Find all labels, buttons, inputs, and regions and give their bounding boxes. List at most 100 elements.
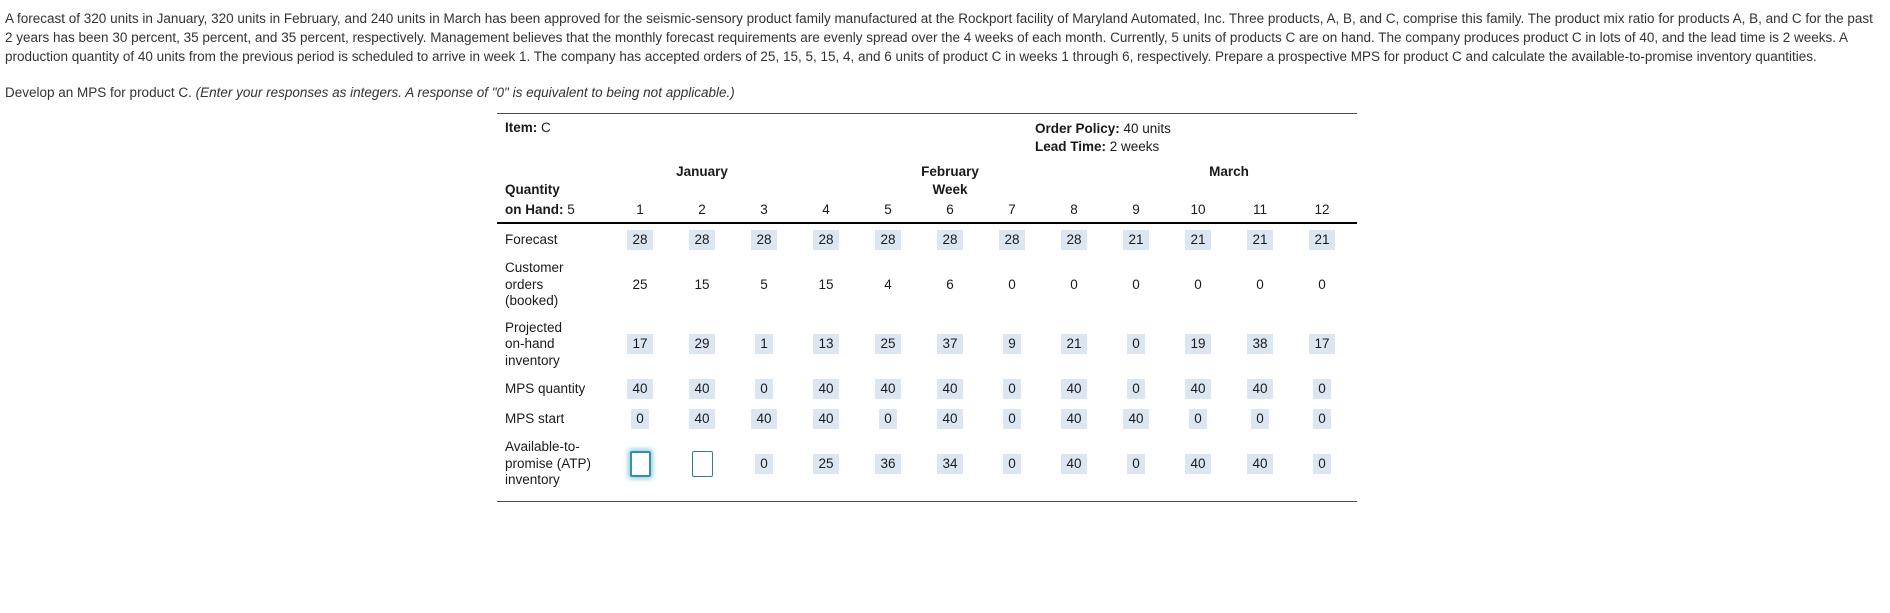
instruction-text: Develop an MPS for product C.	[5, 85, 196, 100]
row-forecast: Forecast 28 28 28 28 28 28 28 28 21 21 21 21	[497, 224, 1357, 254]
cell: 28	[981, 230, 1043, 250]
mps-start-week-2: 40	[689, 409, 715, 429]
cell: 21	[1291, 230, 1353, 250]
cell: 25	[795, 453, 857, 474]
cell: 28	[857, 230, 919, 250]
projected-on-hand-inventory-week-12: 17	[1309, 334, 1335, 355]
cell: 0	[1167, 409, 1229, 429]
cell: 28	[609, 230, 671, 250]
projected-on-hand-inventory-week-7: 9	[1003, 334, 1021, 355]
cell: 17	[1291, 334, 1353, 355]
cell: 21	[1229, 230, 1291, 250]
cell: 0	[1229, 409, 1291, 429]
atp-inventory-week-9: 0	[1127, 453, 1145, 474]
mps-grid-body: Forecast 28 28 28 28 28 28 28 28 21 21 21 21 Customer…	[497, 224, 1357, 502]
cell: 40	[1167, 379, 1229, 399]
table-header-row: Item: C Order Policy: 40 units Lead Time…	[497, 114, 1357, 164]
cell: 40	[1229, 379, 1291, 399]
mps-quantity-week-4: 40	[813, 379, 839, 399]
cell: 40	[857, 379, 919, 399]
cell: 0	[1105, 275, 1167, 295]
forecast-week-4: 28	[813, 230, 839, 250]
atp-inventory-week-3: 0	[755, 453, 773, 474]
mps-start-week-1: 0	[631, 409, 649, 429]
mps-quantity-week-11: 40	[1247, 379, 1273, 399]
forecast-label: Forecast	[505, 231, 558, 247]
projected-on-hand-inventory-label: Projected on-hand inventory	[505, 319, 563, 368]
cell: 0	[1105, 453, 1167, 474]
cell: 0	[1291, 275, 1353, 295]
atp-inventory-week-10: 40	[1185, 453, 1211, 474]
cell: 0	[1291, 409, 1353, 429]
cell: 28	[733, 230, 795, 250]
cell: 40	[919, 409, 981, 429]
row-atp-inventory: Available-to-promise (ATP) inventory 0 25 36…	[497, 433, 1357, 493]
atp-inventory-week-12: 0	[1313, 453, 1331, 474]
customer-orders-week-11: 0	[1256, 276, 1264, 292]
forecast-week-2: 28	[689, 230, 715, 250]
projected-on-hand-inventory-week-8: 21	[1061, 334, 1087, 355]
week-number-12: 12	[1314, 202, 1330, 217]
mps-quantity-week-6: 40	[937, 379, 963, 399]
quantity-label: Quantity	[505, 182, 560, 197]
forecast-week-3: 28	[751, 230, 777, 250]
forecast-week-12: 21	[1309, 230, 1335, 250]
cell: 40	[795, 409, 857, 429]
customer-orders-week-3: 5	[760, 276, 768, 292]
cell: 25	[857, 334, 919, 355]
month-january: January	[676, 164, 728, 179]
homework-page: A forecast of 320 units in January, 320 …	[5, 11, 1873, 502]
cell: 0	[981, 453, 1043, 474]
atp-inventory-input-week-1[interactable]	[629, 450, 651, 477]
mps-start-week-12: 0	[1313, 409, 1331, 429]
row-mps-start: MPS start 0 40 40 40 0 40 0 40 40 0 0 0	[497, 403, 1357, 433]
week-header: Week	[932, 182, 968, 197]
projected-on-hand-inventory-week-5: 25	[875, 334, 901, 355]
mps-start-label: MPS start	[505, 410, 565, 426]
cell: 0	[981, 379, 1043, 399]
row-projected-on-hand-inventory: Projected on-hand inventory 17 29 1 13 25 37 9 21 0…	[497, 314, 1357, 374]
week-number-11: 11	[1252, 202, 1267, 217]
forecast-week-8: 28	[1061, 230, 1087, 250]
week-number-10: 10	[1190, 202, 1206, 217]
row-mps-quantity: MPS quantity 40 40 0 40 40 40 0 40 0 40 40 0	[497, 373, 1357, 403]
cell: 0	[1229, 275, 1291, 295]
row-customer-orders: Customer orders (booked) 25 15 5 15 4 6 0 0 0 0 0 0	[497, 254, 1357, 314]
atp-inventory-input-week-2[interactable]	[691, 450, 713, 477]
forecast-week-1: 28	[627, 230, 653, 250]
forecast-week-7: 28	[999, 230, 1025, 250]
cell	[609, 450, 671, 477]
on-hand-label: on Hand: 5	[505, 202, 575, 217]
cell: 6	[919, 275, 981, 295]
cell: 40	[919, 379, 981, 399]
cell: 40	[795, 379, 857, 399]
cell: 0	[981, 275, 1043, 295]
order-policy: Order Policy: 40 units	[1035, 121, 1171, 136]
mps-start-week-3: 40	[751, 409, 777, 429]
mps-start-week-11: 0	[1251, 409, 1269, 429]
cell: 28	[671, 230, 733, 250]
cell: 40	[1043, 409, 1105, 429]
cell: 36	[857, 453, 919, 474]
mps-quantity-week-10: 40	[1185, 379, 1211, 399]
cell: 34	[919, 453, 981, 474]
cell: 28	[1043, 230, 1105, 250]
week-number-1: 1	[636, 202, 644, 217]
projected-on-hand-inventory-week-4: 13	[813, 334, 839, 355]
cell	[671, 450, 733, 477]
atp-inventory-week-6: 34	[937, 453, 963, 474]
cell: 0	[857, 409, 919, 429]
cell: 21	[1167, 230, 1229, 250]
cell: 4	[857, 275, 919, 295]
instruction-note: (Enter your responses as integers. A res…	[195, 85, 735, 100]
week-number-9: 9	[1132, 202, 1140, 217]
week-number-2: 2	[698, 202, 706, 217]
week-number-5: 5	[884, 202, 892, 217]
cell: 0	[1043, 275, 1105, 295]
projected-on-hand-inventory-week-11: 38	[1247, 334, 1273, 355]
cell: 25	[609, 275, 671, 295]
projected-on-hand-inventory-week-6: 37	[937, 334, 963, 355]
mps-start-week-6: 40	[937, 409, 963, 429]
customer-orders-week-2: 15	[694, 276, 710, 292]
mps-start-week-4: 40	[813, 409, 839, 429]
